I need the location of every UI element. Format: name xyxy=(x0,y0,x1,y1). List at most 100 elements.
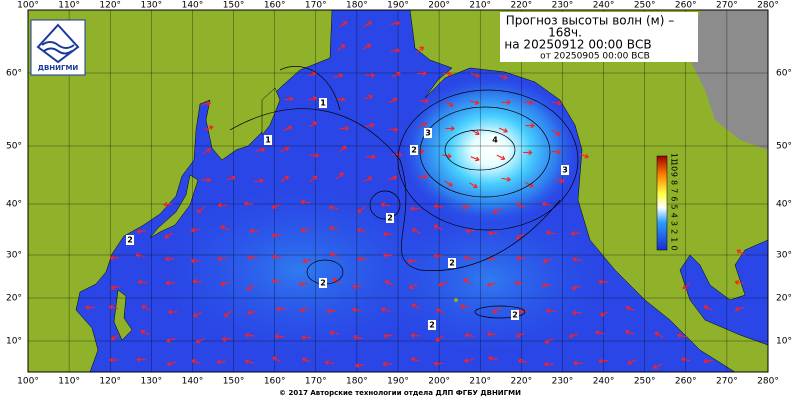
wave-arrow xyxy=(300,227,310,233)
lon-label-bottom: 150° xyxy=(223,377,245,387)
wave-arrow xyxy=(380,202,391,208)
contour-label: 3 xyxy=(425,129,431,138)
wave-arrow xyxy=(496,154,506,161)
contour-label-box xyxy=(126,235,134,245)
wave-arrow xyxy=(544,361,554,367)
wave-arrow xyxy=(569,333,579,339)
wave-arrow xyxy=(736,249,745,256)
colorbar-label: 11 xyxy=(670,153,679,163)
wave-arrow xyxy=(329,252,339,258)
wave-arrow xyxy=(220,281,230,287)
wave-arrow xyxy=(654,331,663,338)
wave-arrow xyxy=(246,284,255,291)
wave-arrow xyxy=(433,361,444,367)
lon-label-bottom: 210° xyxy=(469,377,491,387)
wave-arrow xyxy=(337,44,346,51)
wave-arrow xyxy=(545,230,556,236)
lon-label-top: 120° xyxy=(99,1,121,11)
wave-arrow xyxy=(542,201,552,207)
contour-label: 3 xyxy=(562,166,568,175)
colorbar-label: 8 xyxy=(670,180,679,185)
wave-arrow xyxy=(249,228,259,234)
lon-label-top: 200° xyxy=(428,1,450,11)
colorbar-label: 4 xyxy=(670,213,679,218)
wave-arrow xyxy=(599,310,609,317)
contours xyxy=(229,66,579,319)
wave-arrow xyxy=(525,123,535,129)
land-philippines xyxy=(113,289,133,341)
contour-label-box xyxy=(319,278,327,288)
land-interior xyxy=(690,10,768,150)
issue-time: от 20250905 00:00 ВСВ xyxy=(540,52,650,62)
lon-label-top: 130° xyxy=(140,1,162,11)
wave-arrow xyxy=(204,125,214,131)
wave-arrow xyxy=(433,253,443,259)
wave-arrow xyxy=(165,280,175,286)
wave-arrow xyxy=(226,175,236,181)
lat-label-right: 60° xyxy=(776,69,792,79)
wave-arrow xyxy=(356,227,367,233)
wave-arrow xyxy=(166,361,177,367)
wave-arrow xyxy=(734,306,744,312)
wave-arrow xyxy=(168,309,178,315)
lon-label-bottom: 260° xyxy=(675,377,697,387)
wave-arrow xyxy=(545,308,556,314)
wave-arrow xyxy=(464,358,474,363)
wave-arrow xyxy=(542,258,552,264)
wave-arrow xyxy=(410,206,420,212)
wave-arrow xyxy=(390,47,400,53)
wave-arrow xyxy=(416,46,425,54)
wave-arrow xyxy=(465,228,475,234)
lat-label-left: 50° xyxy=(6,142,22,152)
lat-label-left: 20° xyxy=(6,294,22,304)
lon-label-top: 260° xyxy=(675,1,697,11)
lon-label-bottom: 230° xyxy=(552,377,574,387)
wave-arrow xyxy=(223,310,232,318)
lon-label-top: 150° xyxy=(223,1,245,11)
wave-directions xyxy=(85,20,745,369)
wave-arrow xyxy=(329,330,339,336)
contour-label-box xyxy=(319,98,327,108)
wave-arrow xyxy=(301,357,311,363)
colorbar xyxy=(656,155,668,251)
wave-arrow xyxy=(190,227,201,233)
wave-arrow xyxy=(515,332,525,338)
contour-label: 1 xyxy=(265,136,271,145)
lat-label-right: 10° xyxy=(776,337,792,347)
lon-label-top: 160° xyxy=(264,1,286,11)
lon-label-top: 220° xyxy=(510,1,532,11)
footer: © 2017 Авторские технологии отдела ДЛП Ф… xyxy=(279,389,521,397)
wave-arrow xyxy=(192,278,203,284)
lat-label-right: 20° xyxy=(776,294,792,304)
wave-arrow xyxy=(335,96,346,103)
lon-label-bottom: 270° xyxy=(716,377,738,387)
wave-arrow xyxy=(163,201,173,207)
lon-label-bottom: 240° xyxy=(593,377,615,387)
wave-arrow xyxy=(383,252,393,258)
logo-mark xyxy=(36,23,80,64)
wave-arrow xyxy=(388,127,399,133)
contour-label-box xyxy=(386,213,394,223)
wave-arrow xyxy=(201,101,211,107)
axis-labels: 100°100°110°110°120°120°130°130°140°140°… xyxy=(6,1,792,387)
wave-arrow xyxy=(552,100,562,106)
wave-arrow xyxy=(324,360,335,366)
wave-arrow xyxy=(363,94,373,100)
colorbar-label: 3 xyxy=(670,221,679,226)
wave-arrow xyxy=(438,281,448,287)
wave-arrow xyxy=(140,329,150,336)
wave-arrow xyxy=(300,199,311,205)
wave-arrow xyxy=(355,362,365,368)
wave-arrow xyxy=(309,175,318,182)
wave-arrow xyxy=(435,335,444,342)
lon-label-top: 250° xyxy=(634,1,656,11)
lon-label-bottom: 110° xyxy=(58,377,80,387)
wave-arrow xyxy=(357,206,366,213)
contour-label-box xyxy=(511,310,519,320)
wave-arrow xyxy=(338,145,347,153)
contour-label-box xyxy=(491,135,499,145)
wave-arrow xyxy=(141,305,151,311)
wave-arrow xyxy=(247,310,257,316)
wave-arrow xyxy=(298,281,309,287)
